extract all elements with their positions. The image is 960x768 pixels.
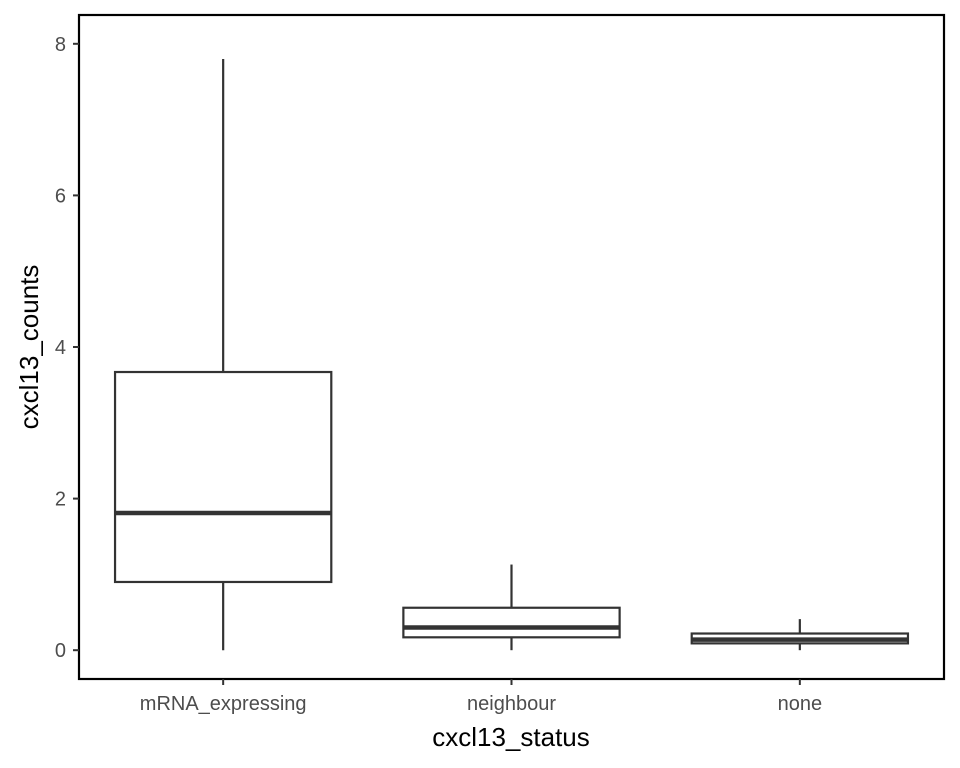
- x-tick-label: neighbour: [467, 693, 556, 715]
- x-axis: mRNA_expressing neighbour none: [140, 679, 822, 715]
- y-axis-title: cxcl13_counts: [14, 265, 44, 430]
- y-tick-label: 2: [55, 489, 66, 511]
- y-axis: 0 2 4 6 8: [55, 34, 79, 662]
- y-tick-label: 8: [55, 34, 66, 56]
- box-iqr: [113, 370, 333, 584]
- box-group: [113, 58, 333, 651]
- y-tick-label: 0: [55, 640, 66, 662]
- boxes-layer: [113, 58, 910, 651]
- y-tick-label: 4: [55, 337, 66, 359]
- x-axis-title: cxcl13_status: [432, 722, 590, 752]
- x-tick-label: mRNA_expressing: [140, 693, 307, 715]
- y-tick-label: 6: [55, 185, 66, 207]
- box-group: [402, 564, 621, 651]
- x-tick-label: none: [778, 693, 823, 715]
- box-iqr: [402, 606, 621, 639]
- box-group: [690, 619, 910, 651]
